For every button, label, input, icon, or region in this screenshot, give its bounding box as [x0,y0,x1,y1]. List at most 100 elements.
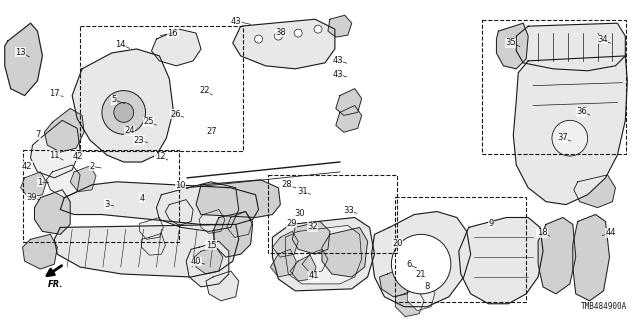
Text: 12: 12 [155,152,165,161]
Text: 23: 23 [134,136,145,145]
Polygon shape [35,190,70,234]
Text: 43: 43 [332,56,343,65]
Circle shape [275,32,282,40]
Text: 25: 25 [143,117,154,126]
Text: 32: 32 [307,222,317,231]
Text: 42: 42 [72,152,83,161]
Text: FR.: FR. [48,280,63,289]
Circle shape [102,91,145,134]
Text: 31: 31 [297,187,308,196]
Text: 2: 2 [89,162,94,171]
Text: 9: 9 [489,219,494,228]
Polygon shape [336,89,362,116]
Text: 8: 8 [424,282,429,292]
Circle shape [392,234,451,294]
Text: 29: 29 [286,219,297,228]
Polygon shape [538,218,576,294]
Text: 20: 20 [392,239,403,248]
Polygon shape [497,23,528,69]
Text: 4: 4 [140,194,145,203]
Polygon shape [574,175,616,208]
Polygon shape [70,166,96,192]
Polygon shape [194,247,223,274]
Text: 35: 35 [505,38,516,47]
Polygon shape [165,200,193,225]
Text: TMB484900A: TMB484900A [581,302,627,311]
Polygon shape [206,271,239,301]
Text: 27: 27 [207,127,218,136]
Text: 7: 7 [35,130,40,139]
Text: 24: 24 [124,126,135,135]
Polygon shape [285,225,362,284]
Text: 5: 5 [111,95,116,104]
Polygon shape [20,172,46,198]
Bar [482,20,626,154]
Circle shape [552,120,588,156]
Text: 34: 34 [597,35,607,44]
Text: 37: 37 [557,133,568,142]
Text: 13: 13 [15,48,26,57]
Polygon shape [186,241,228,287]
Polygon shape [199,210,225,233]
Text: 18: 18 [537,228,547,237]
Polygon shape [328,15,352,37]
Text: 22: 22 [199,86,210,95]
Polygon shape [4,23,42,96]
Polygon shape [44,108,84,152]
Text: 14: 14 [115,40,125,49]
Polygon shape [336,106,362,132]
Text: 11: 11 [49,151,60,160]
Polygon shape [396,289,424,316]
Polygon shape [141,233,165,255]
Polygon shape [513,56,627,204]
Polygon shape [233,19,335,69]
Polygon shape [140,218,163,239]
Polygon shape [273,218,374,291]
Text: 16: 16 [168,28,178,38]
Polygon shape [46,165,80,198]
Text: 10: 10 [175,181,186,190]
Polygon shape [54,224,239,277]
Polygon shape [292,221,330,254]
Bar [395,197,526,302]
Polygon shape [291,255,316,281]
Polygon shape [322,228,367,277]
Text: 36: 36 [576,107,587,116]
Text: 3: 3 [105,200,110,209]
Polygon shape [196,180,280,218]
Polygon shape [302,249,328,273]
Text: 21: 21 [415,270,426,279]
Polygon shape [273,231,298,257]
Polygon shape [227,212,253,237]
Polygon shape [152,29,201,66]
Text: 43: 43 [332,70,343,79]
Text: 39: 39 [26,193,36,202]
Circle shape [294,29,302,37]
Text: 15: 15 [205,241,216,250]
Polygon shape [60,182,259,224]
Polygon shape [31,120,80,178]
Polygon shape [156,182,239,231]
Polygon shape [72,49,173,162]
Bar [23,150,179,242]
Circle shape [255,35,262,43]
Polygon shape [459,218,543,304]
Text: 42: 42 [22,162,32,171]
Bar [268,175,397,252]
Text: 30: 30 [294,209,305,218]
Text: 41: 41 [308,271,319,280]
Polygon shape [271,249,296,277]
Text: 28: 28 [282,180,292,189]
Circle shape [314,25,322,33]
Text: 43: 43 [231,17,241,26]
Polygon shape [372,212,470,307]
Polygon shape [380,267,412,297]
Text: 26: 26 [170,109,180,118]
Polygon shape [573,214,609,301]
Text: 40: 40 [191,257,202,266]
Text: 1: 1 [37,178,42,187]
Circle shape [114,102,134,122]
Bar [80,26,243,151]
Text: 33: 33 [343,206,354,215]
Text: 38: 38 [275,28,286,37]
